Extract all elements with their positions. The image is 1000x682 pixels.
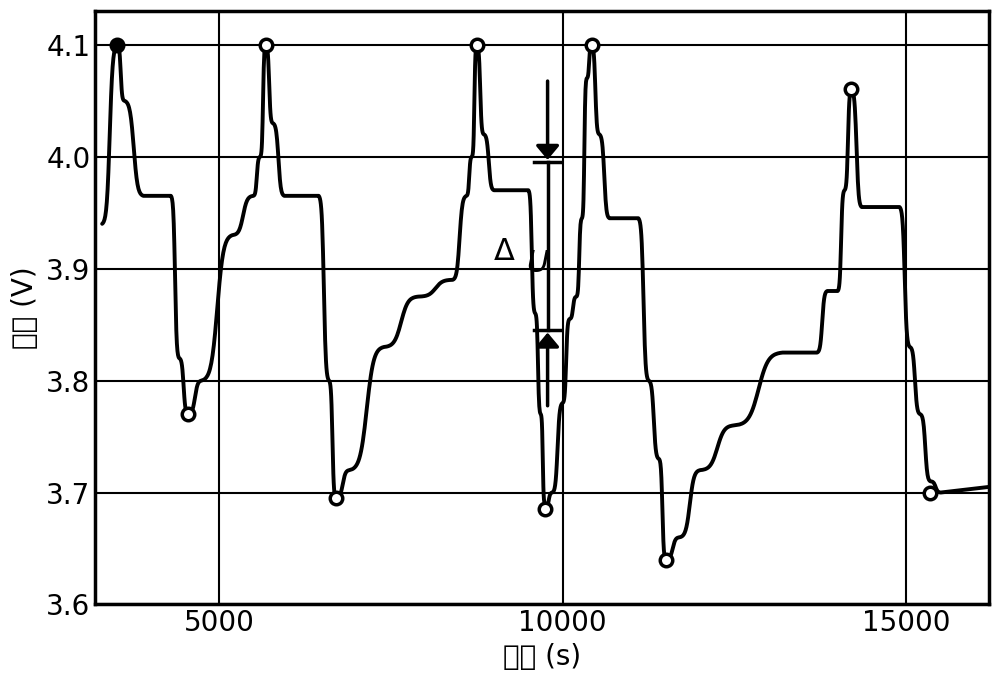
- Text: $U$: $U$: [526, 248, 550, 278]
- X-axis label: 时间 (s): 时间 (s): [503, 643, 581, 671]
- Y-axis label: 电压 (V): 电压 (V): [11, 267, 39, 349]
- Text: $\Delta$: $\Delta$: [493, 237, 516, 266]
